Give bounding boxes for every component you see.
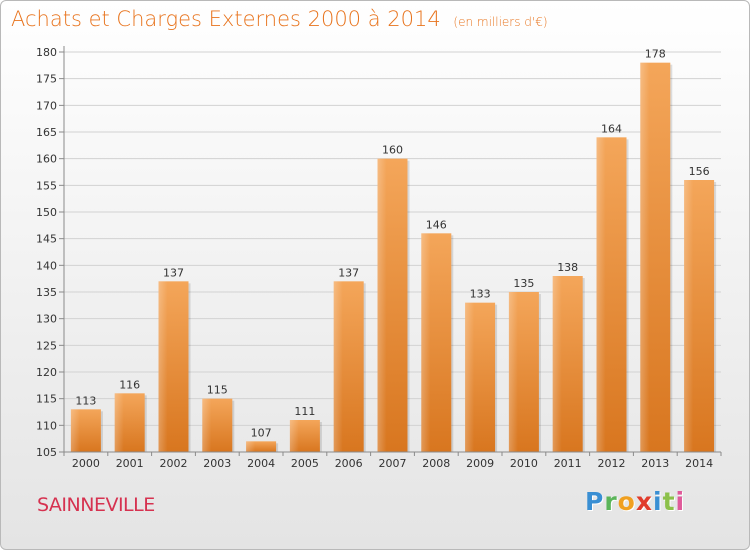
y-tick-label: 130	[36, 313, 57, 326]
bar-highlight	[114, 393, 145, 452]
data-label: 137	[338, 266, 359, 279]
data-label: 138	[557, 261, 578, 274]
x-tick-label: 2009	[466, 457, 494, 470]
chart-title-text: Achats et Charges Externes 2000 à 2014	[11, 7, 441, 31]
x-tick-label: 2004	[247, 457, 275, 470]
data-label: 135	[513, 277, 534, 290]
bar-highlight	[289, 420, 320, 452]
y-tick-label: 155	[36, 179, 57, 192]
data-label: 164	[601, 122, 622, 135]
y-tick-label: 115	[36, 393, 57, 406]
data-label: 156	[689, 165, 710, 178]
commune-name: SAINNEVILLE	[37, 494, 155, 516]
data-label: 111	[294, 405, 315, 418]
y-tick-label: 140	[36, 259, 57, 272]
y-tick-label: 145	[36, 233, 57, 246]
bar-highlight	[596, 137, 627, 453]
data-label: 137	[163, 266, 184, 279]
x-tick-label: 2012	[598, 457, 626, 470]
x-tick-label: 2003	[203, 457, 231, 470]
data-label: 116	[119, 378, 140, 391]
x-tick-label: 2000	[72, 457, 100, 470]
x-tick-label: 2006	[335, 457, 363, 470]
y-tick-label: 150	[36, 206, 57, 219]
x-tick-label: 2008	[422, 457, 450, 470]
data-label: 160	[382, 144, 403, 157]
x-tick-label: 2013	[641, 457, 669, 470]
bar-highlight	[246, 441, 277, 452]
y-tick-label: 180	[36, 46, 57, 59]
data-label: 107	[251, 426, 272, 439]
bar-highlight	[684, 180, 715, 452]
x-tick-label: 2007	[379, 457, 407, 470]
data-label: 115	[207, 384, 228, 397]
bar-highlight	[333, 281, 364, 452]
y-tick-label: 170	[36, 99, 57, 112]
chart-title: Achats et Charges Externes 2000 à 2014 (…	[11, 7, 548, 31]
x-tick-label: 2014	[685, 457, 713, 470]
bar-highlight	[508, 292, 539, 452]
x-tick-label: 2001	[116, 457, 144, 470]
data-label: 113	[75, 394, 96, 407]
data-label: 133	[470, 288, 491, 301]
y-tick-label: 135	[36, 286, 57, 299]
bar-highlight	[70, 409, 101, 452]
bar-highlight	[552, 276, 583, 452]
x-tick-label: 2011	[554, 457, 582, 470]
data-label: 178	[645, 48, 666, 61]
y-tick-label: 175	[36, 73, 57, 86]
data-label: 146	[426, 218, 447, 231]
bar-highlight	[377, 158, 408, 452]
bar-highlight	[158, 281, 189, 452]
bar-highlight	[465, 302, 496, 452]
bar-highlight	[202, 398, 233, 452]
y-tick-label: 165	[36, 126, 57, 139]
bars-layer: 113 116 137 115 107 111 137 160 146 133 135 138 164 1…	[70, 48, 717, 453]
x-tick-label: 2002	[160, 457, 188, 470]
x-tick-label: 2010	[510, 457, 538, 470]
y-tick-label: 160	[36, 153, 57, 166]
y-tick-label: 105	[36, 446, 57, 459]
proxiti-logo[interactable]: Proxiti	[585, 487, 686, 516]
chart-unit: (en milliers d'€)	[453, 15, 548, 29]
y-tick-label: 110	[36, 419, 57, 432]
axes-layer: 105 110 115 120 125 130 135 140 145 150 155 160 165 1…	[36, 46, 722, 470]
bar-highlight	[421, 233, 452, 452]
bar-highlight	[640, 62, 671, 453]
x-tick-label: 2005	[291, 457, 319, 470]
y-tick-label: 125	[36, 339, 57, 352]
y-tick-label: 120	[36, 366, 57, 379]
